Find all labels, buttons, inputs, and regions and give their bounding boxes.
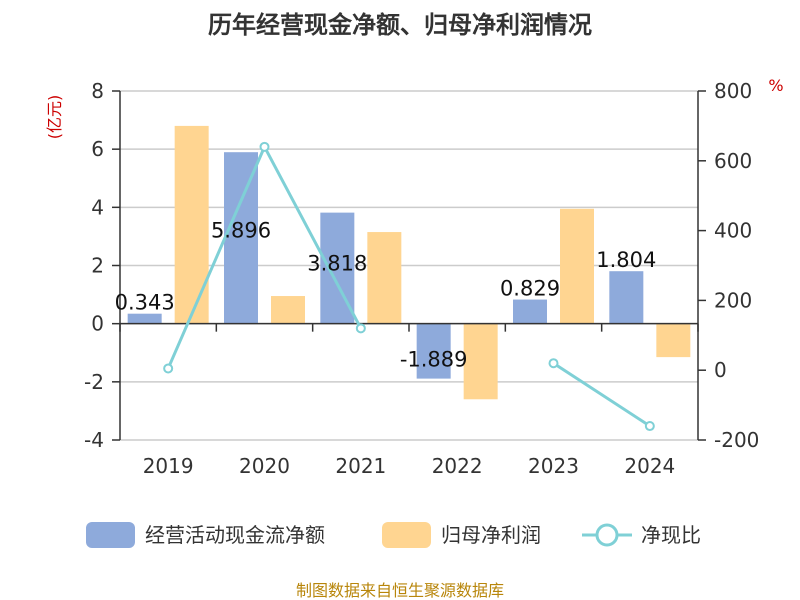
y-right-tick-label: 600 <box>714 149 752 173</box>
x-tick-label: 2020 <box>239 454 290 478</box>
cashflow-data-label: 1.804 <box>596 248 656 272</box>
net-profit-bar <box>174 125 209 324</box>
y-left-tick-label: -2 <box>84 370 104 394</box>
y-left-tick-label: 6 <box>91 137 104 161</box>
y-left-tick-label: 4 <box>91 195 104 219</box>
legend-item-net-profit[interactable]: 归母净利润 <box>382 522 541 548</box>
tick-labels: 2019 2020 2021 2022 2023 2024 -4 -2 0 2 4 6 8 -200 0 20… <box>84 79 759 478</box>
cashflow-data-label: 0.829 <box>500 277 560 301</box>
source-footer: 制图数据来自恒生聚源数据库 <box>296 581 504 600</box>
y-left-tick-label: 2 <box>91 254 104 278</box>
ratio-line <box>163 141 655 432</box>
legend: 经营活动现金流净额 归母净利润 净现比 <box>86 522 701 548</box>
ratio-point <box>259 141 270 152</box>
x-tick-label: 2021 <box>335 454 386 478</box>
cashflow-bar <box>127 313 162 324</box>
y-left-axis-label: (亿元) <box>45 95 64 140</box>
x-tick-label: 2022 <box>432 454 483 478</box>
legend-label-ratio: 净现比 <box>641 523 701 547</box>
y-left-tick-label: -4 <box>84 428 104 452</box>
x-tick-label: 2024 <box>624 454 675 478</box>
bars <box>127 125 691 400</box>
legend-label-net-profit: 归母净利润 <box>441 523 541 547</box>
cashflow-data-label: 3.818 <box>307 252 367 276</box>
y-left-tick-label: 8 <box>91 79 104 103</box>
y-right-tick-label: 800 <box>714 79 752 103</box>
cashflow-data-label: 5.896 <box>211 218 271 242</box>
x-tick-label: 2023 <box>528 454 579 478</box>
legend-label-cashflow: 经营活动现金流净额 <box>145 523 325 547</box>
net-profit-bar <box>656 323 691 358</box>
ratio-point <box>163 363 174 374</box>
legend-item-ratio[interactable]: 净现比 <box>582 523 701 547</box>
legend-swatch-ratio-marker <box>595 523 619 547</box>
cashflow-bar <box>609 271 644 324</box>
legend-swatch-cashflow <box>86 522 135 548</box>
y-right-tick-label: 200 <box>714 288 752 312</box>
ratio-point <box>548 358 559 369</box>
ratio-line-segment <box>552 361 651 428</box>
chart-title: 历年经营现金净额、归母净利润情况 <box>208 11 592 39</box>
legend-swatch-net-profit <box>382 522 431 548</box>
y-right-tick-label: 400 <box>714 219 752 243</box>
y-right-axis-label: % <box>768 76 783 95</box>
legend-item-cashflow[interactable]: 经营活动现金流净额 <box>86 522 325 548</box>
net-profit-bar <box>367 232 402 324</box>
data-labels: 0.343 5.896 3.818 -1.889 0.829 1.804 <box>115 218 657 371</box>
y-right-tick-label: -200 <box>714 428 759 452</box>
cashflow-bar <box>513 299 547 324</box>
cashflow-bar <box>416 323 451 379</box>
axes <box>112 90 706 441</box>
x-tick-label: 2019 <box>143 454 194 478</box>
ratio-point <box>644 421 655 432</box>
y-left-tick-label: 0 <box>91 312 104 336</box>
y-right-tick-label: 0 <box>714 358 727 382</box>
ratio-point <box>355 323 366 334</box>
net-profit-bar <box>560 208 594 324</box>
net-profit-bar <box>463 323 498 400</box>
net-profit-bar <box>271 296 305 324</box>
cashflow-data-label: -1.889 <box>400 348 468 372</box>
cashflow-data-label: 0.343 <box>115 291 175 315</box>
cashflow-bar <box>224 152 258 324</box>
